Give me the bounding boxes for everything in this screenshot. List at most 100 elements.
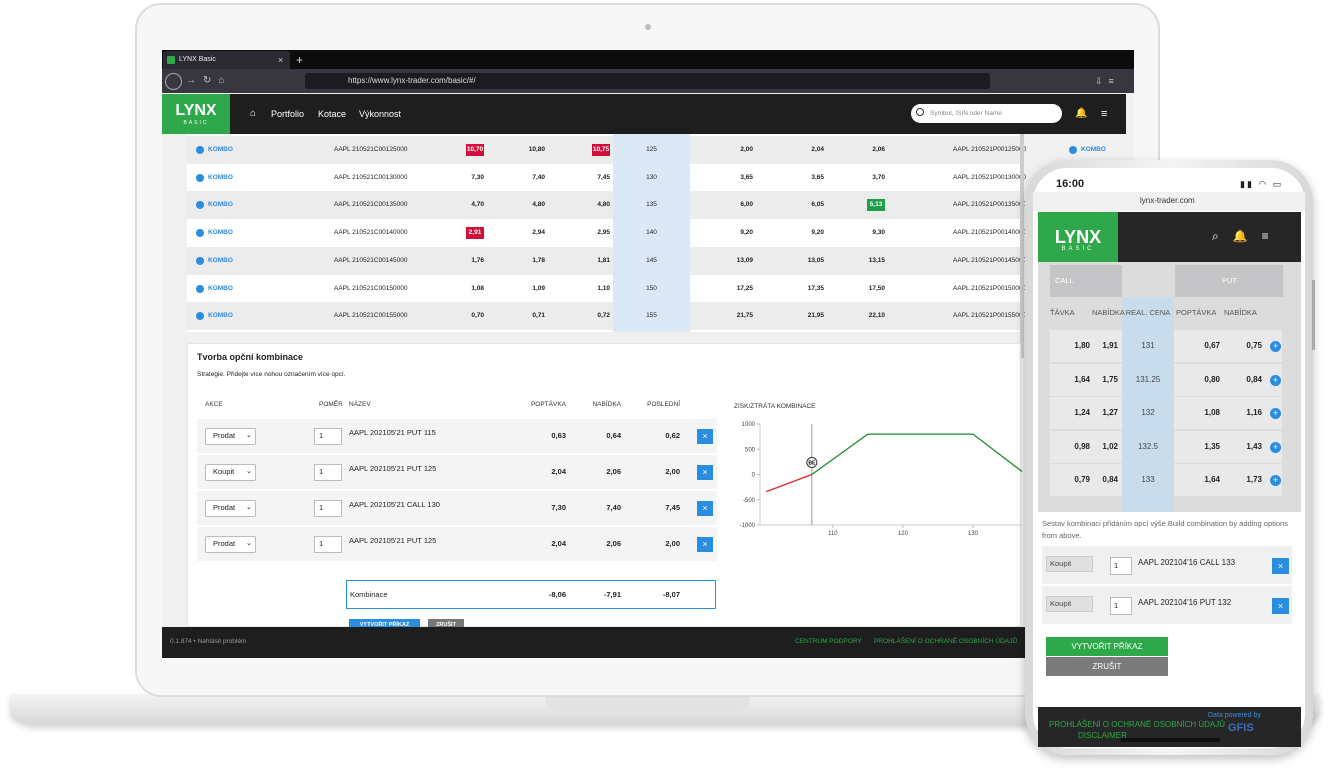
y-tick-label: -1000 (740, 523, 756, 529)
remove-button[interactable]: × (697, 501, 713, 516)
phone-quote: 132.5 (1137, 441, 1159, 451)
phone-row (1050, 363, 1122, 396)
quote: 6,05 (811, 201, 824, 209)
footer-link[interactable]: CENTRUM PODPORY (795, 638, 862, 645)
nav-icons: →↻⌂ (186, 75, 232, 86)
action-select[interactable] (205, 428, 256, 445)
back-button[interactable] (165, 73, 182, 90)
quote: 13,15 (868, 256, 885, 264)
logo-sub: BASIC (183, 120, 209, 126)
kombo-link[interactable]: KOMBO (208, 312, 233, 320)
phone-row (1174, 363, 1282, 396)
quote: 4,80 (532, 201, 545, 209)
y-tick-label: -500 (743, 498, 756, 504)
url: https://www.lynx-trader.com/basic/#/ (348, 76, 476, 85)
tab (163, 51, 290, 69)
remove-button[interactable]: × (697, 537, 713, 552)
kombo-link[interactable]: KOMBO (208, 229, 233, 237)
phone-gfis: GFIS (1228, 722, 1254, 734)
row-bg (690, 191, 1021, 220)
leg-row (197, 527, 717, 561)
phone-quote: 0,84 (1246, 374, 1262, 384)
phone-action: Koupit (1050, 599, 1072, 608)
toolbar-icons: ⇩≡ (1095, 76, 1120, 86)
leg-name: AAPL 202105'21 PUT 125 (349, 464, 437, 473)
nav-link[interactable]: Portfolio (271, 109, 305, 119)
total-ask: -7,91 (603, 590, 621, 599)
call-symbol: AAPL 210521C00125000 (334, 146, 408, 153)
put-symbol: AAPL 210521P00125000 (953, 146, 1027, 153)
ratio-input[interactable] (314, 500, 342, 517)
ratio-value: 1 (319, 467, 324, 476)
phone-remove[interactable]: × (1272, 598, 1289, 614)
ratio-input[interactable] (314, 464, 342, 481)
kombo-link[interactable]: KOMBO (208, 146, 233, 153)
phone-create[interactable]: VYTVOŘIT PŘÍKAZ (1046, 637, 1168, 656)
put-symbol: AAPL 210521P00140000 (953, 229, 1027, 237)
column-header: NABÍDKA (592, 401, 621, 408)
nav-link[interactable]: Kotace (318, 109, 347, 119)
row-bg (187, 246, 613, 275)
kombo-icon (196, 312, 204, 321)
strike: 150 (646, 284, 657, 292)
ratio-input[interactable] (314, 536, 342, 553)
add-icon[interactable]: + (1270, 441, 1281, 453)
phone-row (1174, 330, 1282, 362)
quote: 1,09 (532, 284, 545, 292)
add-icon[interactable]: + (1270, 475, 1281, 486)
phone-disclaimer[interactable]: DISCLAIMER (1078, 731, 1127, 740)
phone-quote: 0,75 (1246, 341, 1262, 350)
remove-button[interactable]: × (697, 465, 713, 480)
kombo-link[interactable]: KOMBO (1081, 146, 1106, 153)
put-symbol: AAPL 210521P00155000 (953, 312, 1027, 320)
action-select[interactable] (205, 536, 256, 553)
quote: 17,35 (807, 284, 824, 292)
quote: 4,70 (471, 201, 484, 209)
new-tab: + (296, 53, 304, 67)
kombo-link[interactable]: KOMBO (208, 173, 233, 181)
action-select[interactable] (205, 500, 256, 517)
phone-quote: 131 (1141, 341, 1155, 350)
phone-icons: ⌕🔔≡ (1212, 229, 1283, 243)
search-box[interactable] (911, 104, 1062, 123)
action-select[interactable] (205, 464, 256, 481)
footer-link[interactable]: PROHLÁŠENÍ O OCHRANĚ OSOBNÍCH ÚDAJŮ (874, 638, 1018, 645)
call-symbol: AAPL 210521C00155000 (334, 312, 408, 320)
quote: 2,06 (872, 146, 885, 153)
phone-action: Koupit (1050, 559, 1072, 568)
phone-cancel[interactable]: ZRUŠIT (1046, 657, 1168, 676)
add-icon[interactable]: + (1270, 374, 1281, 386)
nav-link[interactable]: Výkonnost (359, 109, 402, 119)
add-icon[interactable]: + (1270, 408, 1281, 419)
quote: 9,20 (740, 229, 753, 237)
phone-column-header: ŤÁVKA (1050, 308, 1075, 317)
ratio-input[interactable] (314, 428, 342, 445)
leg-ask: 0,64 (606, 431, 621, 440)
phone-hint: Sestav kombinaci přidáním opcí výše.Buil… (1042, 519, 1288, 540)
phone-footer-text[interactable]: PROHLÁŠENÍ O OCHRANĚ OSOBNÍCH ÚDAJŮ (1049, 720, 1226, 729)
phone-ratio[interactable] (1110, 597, 1132, 615)
remove-button[interactable]: × (697, 429, 713, 444)
phone-row (1174, 464, 1282, 496)
phone-quote: 0,79 (1074, 475, 1090, 484)
phone-column-header: NABÍDKA (1092, 308, 1125, 317)
quote: 22,10 (868, 312, 885, 320)
kombo-link[interactable]: KOMBO (208, 256, 233, 264)
call-symbol: AAPL 210521C00140000 (334, 229, 408, 237)
quote: 6,13 (867, 199, 885, 212)
phone-ratio[interactable] (1110, 557, 1132, 575)
kombo-link[interactable]: KOMBO (208, 284, 233, 292)
phone-quote: 1,64 (1074, 374, 1090, 384)
kombo-link[interactable]: KOMBO (208, 201, 233, 209)
home-indicator (1120, 738, 1220, 742)
phone-time: 16:00 (1056, 178, 1085, 190)
phone-remove[interactable]: × (1272, 558, 1289, 574)
action-value: Prodat (213, 539, 236, 548)
phone-action-select[interactable] (1046, 556, 1093, 572)
kombo-icon (1069, 146, 1077, 154)
home-icon: ⌂ (250, 108, 257, 119)
phone-quote: 1,02 (1102, 441, 1118, 451)
phone-action-select[interactable] (1046, 596, 1093, 612)
kombo-icon (196, 201, 204, 210)
add-icon[interactable]: + (1270, 341, 1281, 352)
